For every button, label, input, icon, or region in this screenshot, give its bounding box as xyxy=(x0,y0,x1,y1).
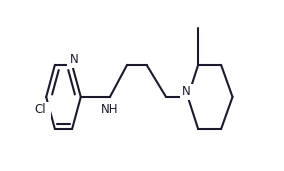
FancyBboxPatch shape xyxy=(100,102,120,118)
FancyBboxPatch shape xyxy=(30,102,51,118)
FancyBboxPatch shape xyxy=(180,84,194,100)
Text: N: N xyxy=(70,53,78,66)
Text: N: N xyxy=(182,86,191,98)
Text: NH: NH xyxy=(101,103,119,116)
Text: Cl: Cl xyxy=(35,103,46,116)
FancyBboxPatch shape xyxy=(67,52,81,68)
